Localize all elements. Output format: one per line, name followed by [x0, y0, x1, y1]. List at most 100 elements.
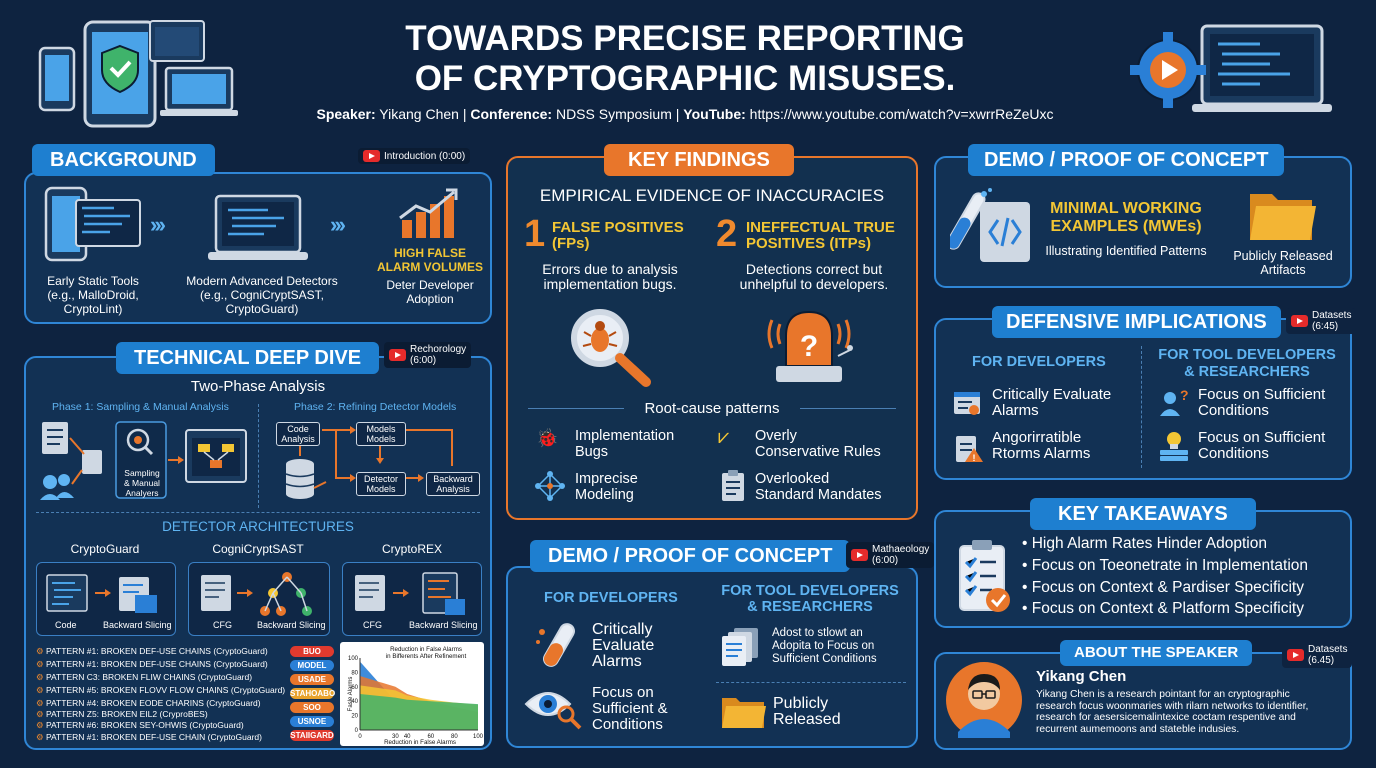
chart-x-label: Reduction in False Alarms	[384, 739, 456, 746]
two-phase-title: Two-Phase Analysis	[190, 378, 326, 395]
deep-dive-youtube-link[interactable]: Rechorology (6:00)	[384, 342, 472, 368]
demo-dev-title: FOR DEVELOPERS	[544, 590, 678, 606]
chart-rules-icon: ⩗	[718, 426, 730, 448]
folder-icon	[722, 698, 766, 728]
speaker-bio: Yikang Chen is a research pointant for a…	[1036, 689, 1309, 735]
demo-dev-item: Critically Evaluate Alarms	[592, 621, 655, 670]
chart-y-tick: 60	[351, 685, 358, 691]
artifacts-text: Publicly Released Artifacts	[1233, 249, 1333, 277]
def-dev-title: FOR DEVELOPERS	[972, 354, 1106, 370]
eye-magnifier-icon	[524, 692, 582, 730]
findings-subtitle: EMPIRICAL EVIDENCE OF INACCURACIES	[539, 186, 885, 205]
root-cause-item: Overlooked Standard Mandates	[755, 471, 882, 503]
divider	[1141, 346, 1142, 468]
flask-code-icon	[950, 188, 1030, 262]
pattern-tag: BUO	[290, 646, 334, 657]
demo-center-youtube-link[interactable]: Mathaeology (6:00)	[846, 542, 935, 568]
defensive-youtube-link[interactable]: Datasets (6:45)	[1286, 308, 1357, 334]
chart-y-tick: 80	[351, 670, 358, 676]
itp-text: Detections correct but unhelpful to devel…	[739, 261, 889, 292]
mwe-text: Illustrating Identified Patterns	[1045, 244, 1207, 258]
pattern-tag: STAIIGARD	[290, 730, 334, 741]
root-cause-item: Imprecise Modeling	[575, 471, 638, 503]
speaker-title: ABOUT THE SPEAKER	[1060, 640, 1253, 666]
def-tooldev-item: Focus on Sufficient Conditions	[1198, 429, 1326, 462]
background-youtube-link[interactable]: Introduction (0:00)	[358, 148, 471, 164]
mwe-title: MINIMAL WORKING EXAMPLES (MWEs)	[1050, 200, 1202, 235]
code-slicing-icon	[46, 574, 157, 613]
cfg-tree-icon	[201, 572, 312, 616]
arch-name: CryptoREX	[381, 542, 443, 556]
chart-title: in Bifferents After Refinement	[386, 653, 467, 660]
itp-title: INEFFECTUAL TRUE POSITIVES (ITPs)	[746, 219, 895, 252]
devices-shield-icon	[38, 20, 238, 128]
avatar	[946, 662, 1022, 738]
gear-play-laptop-icon	[1130, 24, 1332, 112]
def-tooldev-item: Focus on Sufficient Conditions	[1198, 386, 1326, 419]
pattern-tag: STAHOABO	[290, 688, 336, 699]
root-cause-item: Implementation Bugs	[575, 428, 675, 460]
chart-x-tick: 60	[427, 734, 434, 740]
pattern-item: ⚙ PATTERN #6: BROKEN SEY-OHWIS (CryptoGu…	[36, 720, 244, 730]
def-dev-item: Angorirratible Rtorms Alarms	[992, 429, 1091, 462]
arch-right-label: Backward Slicing	[257, 620, 326, 630]
pattern-tag: SOO	[290, 702, 334, 713]
findings-title: KEY FINDINGS	[604, 144, 794, 176]
takeaways-title: KEY TAKEAWAYS	[1030, 498, 1256, 530]
pattern-item: ⚙ PATTERN #1: BROKEN DEF-USE CHAIN (Cryp…	[36, 732, 262, 742]
phase-divider	[258, 404, 259, 508]
finding-number: 1	[524, 213, 546, 255]
phone-code-icon	[44, 186, 141, 262]
code-analysis-box: Code Analysis	[276, 422, 320, 446]
demo-tooldev-item: Publicly Released	[773, 695, 841, 728]
pattern-item: ⚙ PATTERN C3: BROKEN FLIW CHAINS (Crypto…	[36, 672, 253, 682]
modern-detectors-text: Modern Advanced Detectors (e.g., CogniCry…	[186, 274, 338, 316]
pattern-item: ⚙ PATTERN #1: BROKEN DEF-USE CHAINS (Cry…	[36, 659, 268, 669]
youtube-icon	[851, 549, 868, 561]
detector-models-box: Detector Models	[356, 472, 406, 496]
demo-center-title: DEMO / PROOF OF CONCEPT	[530, 540, 851, 572]
models-box: Models Models	[356, 422, 406, 446]
chart-y-tick: 20	[351, 714, 358, 720]
chart-x-tick: 30	[392, 734, 399, 740]
deter-adoption-text: Deter Developer Adoption	[386, 278, 474, 306]
svg-text:?: ?	[800, 330, 818, 363]
youtube-icon	[389, 349, 406, 361]
rising-bar-chart-icon	[399, 188, 458, 238]
pattern-tag: MODEL	[290, 660, 334, 671]
divider	[716, 682, 906, 683]
fp-title: FALSE POSITIVES (FPs)	[552, 219, 684, 252]
page-title-line1: TOWARDS PRECISE REPORTING	[405, 19, 965, 58]
speaker-name: Yikang Chen	[1036, 668, 1127, 685]
root-cause-title: Root-cause patterns	[644, 400, 780, 417]
demo-tooldev-item: Adost to stlowt an Adopita to Focus on Suf…	[772, 627, 877, 665]
header-meta: Speaker: Yikang Chen | Conference: NDSS …	[316, 106, 1054, 122]
checklist-icon	[722, 470, 744, 501]
demo-tooldev-title: FOR TOOL DEVELOPERS & RESEARCHERS	[721, 583, 899, 615]
chart-x-tick: 40	[404, 734, 411, 740]
chart-series-area	[360, 694, 478, 730]
sampling-label: Sampling & Manual Analyers	[124, 468, 160, 498]
chart-x-tick: 80	[451, 734, 458, 740]
demo-dev-item: Focus on Sufficient & Conditions	[592, 684, 668, 733]
browser-check-icon	[954, 392, 980, 415]
fp-text: Errors due to analysis implementation bug…	[542, 261, 678, 292]
checklist-icon	[959, 540, 1010, 612]
pattern-tag: USNOE	[290, 716, 334, 727]
arch-right-label: Backward Slicing	[409, 620, 478, 630]
youtube-icon	[363, 150, 380, 162]
arch-card-cognicrypt: CFG Backward Slicing	[188, 562, 330, 636]
network-model-icon	[535, 471, 565, 501]
early-tools-text: Early Static Tools (e.g., MalloDroid, Cryp…	[47, 274, 139, 316]
documents-icon	[722, 628, 758, 666]
arch-card-cryptoguard: Code Backward Slicing	[36, 562, 176, 636]
cfg-slicing-icon	[355, 572, 465, 615]
arrow-icon: ›››	[330, 212, 346, 237]
phase2-label: Phase 2: Refining Detector Models	[294, 401, 457, 413]
youtube-link[interactable]: https://www.youtube.com/watch?v=xwrrReZe…	[749, 106, 1054, 122]
chart-title: Reduction in False Alarms	[390, 646, 462, 653]
svg-text:?: ?	[1180, 388, 1188, 403]
speaker-youtube-link[interactable]: Datasets (6.45)	[1282, 642, 1353, 668]
pattern-item: ⚙ PATTERN Z5: BROKEN EIL2 (CryproBES)	[36, 709, 208, 719]
pattern-item: ⚙ PATTERN #4: BROKEN EODE CHARINS (Crypt…	[36, 698, 261, 708]
